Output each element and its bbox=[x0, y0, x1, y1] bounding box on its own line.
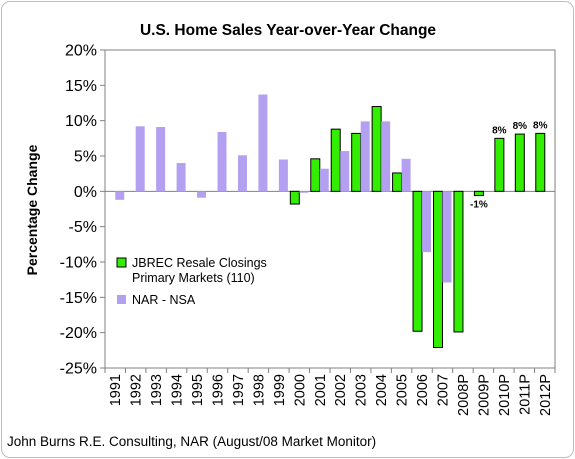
bar-nar bbox=[319, 168, 329, 192]
bar-nar bbox=[360, 121, 370, 192]
bar-nar bbox=[299, 191, 309, 193]
bar-jbrec bbox=[453, 190, 464, 333]
bar-jbrec bbox=[473, 190, 484, 197]
bar-jbrec bbox=[412, 190, 423, 332]
legend-swatch bbox=[116, 257, 127, 268]
y-tick-label: -5% bbox=[69, 219, 97, 236]
y-tick-label: 15% bbox=[65, 78, 97, 95]
x-tick-label: 2001 bbox=[313, 374, 329, 406]
x-tick-label: 1997 bbox=[231, 374, 247, 406]
x-tick-label: 2002 bbox=[333, 374, 349, 406]
bar-nar bbox=[115, 191, 125, 200]
bar-jbrec bbox=[289, 190, 300, 205]
x-tick-label: 1991 bbox=[108, 374, 124, 406]
legend-label: JBREC Resale Closings bbox=[132, 256, 267, 270]
bar-nar bbox=[237, 155, 247, 192]
bar-nar bbox=[278, 159, 288, 192]
bar-jbrec bbox=[392, 172, 403, 192]
bar-nar bbox=[381, 121, 391, 192]
bar-nar bbox=[197, 191, 207, 198]
bar-jbrec bbox=[310, 158, 321, 192]
x-tick-label: 2009P bbox=[476, 374, 492, 416]
data-label: 8% bbox=[492, 125, 507, 136]
x-tick-label: 2008P bbox=[456, 374, 472, 416]
bar-nar bbox=[135, 126, 145, 192]
x-tick-label: 2003 bbox=[354, 374, 370, 406]
legend-label: Primary Markets (110) bbox=[132, 271, 255, 285]
data-label: 8% bbox=[533, 120, 548, 131]
x-tick-label: 2012P bbox=[538, 374, 554, 416]
legend-label: NAR - NSA bbox=[132, 293, 196, 307]
y-tick-label: 5% bbox=[74, 149, 97, 166]
y-axis-label: Percentage Change bbox=[24, 144, 40, 275]
x-tick-label: 2000 bbox=[292, 374, 308, 406]
bar-nar bbox=[156, 127, 166, 192]
x-tick-label: 1992 bbox=[129, 374, 145, 406]
x-tick-label: 1999 bbox=[272, 374, 288, 406]
x-tick-label: 1996 bbox=[211, 374, 227, 406]
x-tick-label: 2006 bbox=[415, 374, 431, 406]
y-tick-label: -25% bbox=[60, 361, 97, 378]
plot-area: -25% -20% -15% -10% -5% 0% 5% 10% 15% 20% 1991 1992… bbox=[60, 43, 556, 416]
y-tick-label: 10% bbox=[65, 113, 97, 130]
bar-nar bbox=[401, 158, 411, 192]
bar-nar bbox=[176, 163, 186, 192]
x-tick-label: 1993 bbox=[149, 374, 165, 406]
bar-nar bbox=[422, 191, 432, 253]
data-label: -1% bbox=[470, 200, 488, 211]
bar-nar bbox=[340, 151, 350, 192]
bar-nar bbox=[217, 131, 227, 192]
source-note: John Burns R.E. Consulting, NAR (August/… bbox=[7, 434, 376, 449]
chart-title: U.S. Home Sales Year-over-Year Change bbox=[140, 22, 436, 39]
x-tick-label: 2005 bbox=[395, 374, 411, 406]
bar-nar bbox=[258, 94, 268, 192]
bar-jbrec bbox=[330, 128, 341, 192]
bar-jbrec bbox=[433, 190, 443, 349]
x-tick-label: 2011P bbox=[517, 374, 533, 415]
y-tick-label: -15% bbox=[60, 290, 97, 307]
bar-jbrec bbox=[535, 132, 546, 192]
bar-jbrec bbox=[371, 106, 382, 192]
x-tick-label: 1998 bbox=[251, 374, 267, 406]
y-tick-label: 20% bbox=[65, 43, 97, 60]
bar-nar bbox=[442, 191, 452, 283]
x-tick-label: 1994 bbox=[170, 374, 186, 406]
bar-jbrec bbox=[514, 133, 525, 192]
x-tick-label: 1995 bbox=[190, 374, 206, 406]
x-tick-label: 2007 bbox=[436, 374, 452, 406]
y-tick-label: 0% bbox=[74, 184, 97, 201]
bar-jbrec bbox=[351, 132, 362, 192]
x-tick-label: 2010P bbox=[497, 374, 513, 416]
x-tick-label: 2004 bbox=[374, 374, 390, 406]
y-tick-label: -10% bbox=[60, 255, 97, 272]
y-tick-label: -20% bbox=[60, 325, 97, 342]
legend-swatch bbox=[117, 295, 126, 304]
data-label: 8% bbox=[513, 121, 528, 132]
bar-jbrec bbox=[494, 137, 505, 192]
